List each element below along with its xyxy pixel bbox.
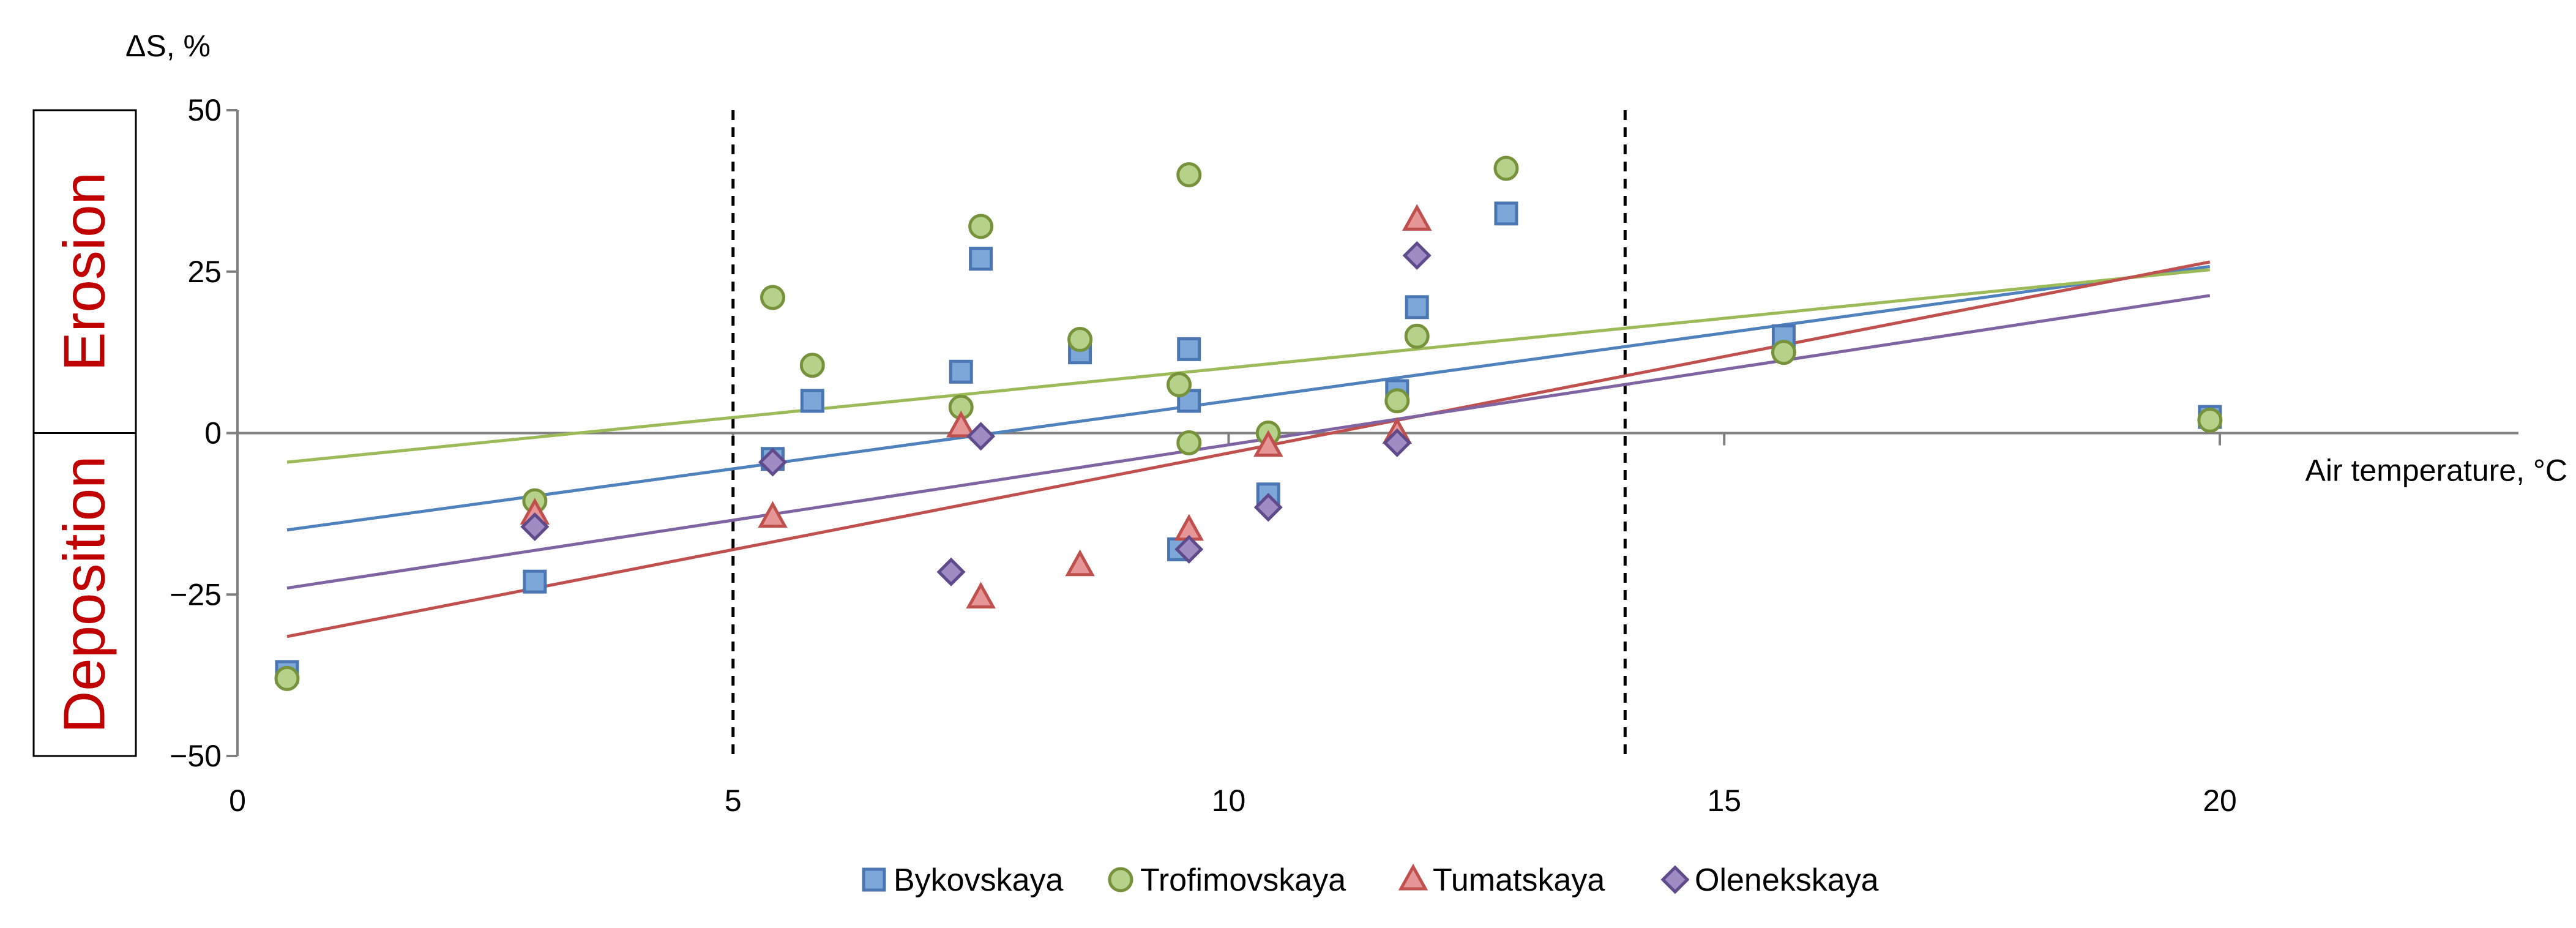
- y-axis-title: ΔS, %: [125, 29, 211, 63]
- point-trofimovskaya: [274, 665, 300, 691]
- legend-item-olenekskaya: Olenekskaya: [1660, 863, 1879, 898]
- point-trofimovskaya: [1167, 372, 1192, 397]
- point-tumatskaya: [1253, 430, 1283, 457]
- legend-item-tumatskaya: Tumatskaya: [1398, 863, 1605, 898]
- legend-item-trofimovskaya: Trofimovskaya: [1108, 863, 1346, 898]
- point-olenekskaya: [1253, 493, 1283, 522]
- point-tumatskaya: [1065, 549, 1095, 577]
- region-boxes: Erosion Deposition: [32, 109, 137, 757]
- trend-line-tumatskaya: [286, 260, 2211, 638]
- point-trofimovskaya: [1067, 327, 1093, 353]
- erosion-label: Erosion: [52, 172, 118, 372]
- point-trofimovskaya: [1176, 430, 1202, 455]
- point-olenekskaya: [758, 447, 788, 477]
- x-tick-label: 5: [725, 784, 742, 818]
- legend-label: Tumatskaya: [1433, 863, 1605, 898]
- point-trofimovskaya: [968, 214, 994, 239]
- data-points: [274, 155, 2223, 691]
- point-trofimovskaya: [1771, 340, 1796, 365]
- point-bykovskaya: [969, 247, 993, 271]
- y-tick-label: 50: [187, 93, 222, 127]
- point-bykovskaya: [949, 359, 973, 384]
- point-bykovskaya: [1405, 295, 1429, 320]
- point-trofimovskaya: [1404, 323, 1430, 349]
- trend-line-bykovskaya: [286, 264, 2211, 532]
- point-tumatskaya: [946, 410, 976, 438]
- legend-marker: [1398, 863, 1428, 891]
- point-olenekskaya: [936, 557, 966, 586]
- point-trofimovskaya: [1176, 162, 1202, 187]
- point-olenekskaya: [1402, 241, 1432, 270]
- point-olenekskaya: [966, 422, 996, 451]
- y-tick-label: 25: [187, 255, 222, 289]
- legend-marker: [1108, 867, 1133, 892]
- legend-item-bykovskaya: Bykovskaya: [862, 863, 1064, 898]
- y-tick-label: −50: [170, 739, 222, 773]
- point-trofimovskaya: [2197, 407, 2223, 433]
- trend-lines: [286, 260, 2211, 638]
- point-trofimovskaya: [799, 353, 825, 378]
- point-olenekskaya: [1174, 534, 1204, 564]
- series-olenekskaya: [520, 241, 1432, 586]
- point-tumatskaya: [1402, 204, 1432, 231]
- point-bykovskaya: [523, 569, 547, 594]
- deposition-box: [32, 432, 137, 757]
- point-tumatskaya: [758, 501, 788, 528]
- point-tumatskaya: [966, 582, 996, 609]
- point-olenekskaya: [1383, 428, 1412, 457]
- x-tick-label: 20: [2203, 784, 2237, 818]
- point-trofimovskaya: [1384, 388, 1410, 414]
- x-tick-label: 15: [1707, 784, 1741, 818]
- series-tumatskaya: [520, 204, 1432, 609]
- deposition-label: Deposition: [52, 455, 118, 733]
- trend-line-trofimovskaya: [286, 268, 2211, 464]
- point-olenekskaya: [520, 512, 550, 542]
- series-trofimovskaya: [274, 155, 2223, 691]
- legend-label: Trofimovskaya: [1140, 863, 1346, 898]
- x-tick-label: 0: [229, 784, 246, 818]
- legend: Bykovskaya Trofimovskaya Tumatskaya Oleneks…: [862, 863, 1879, 898]
- legend-label: Bykovskaya: [894, 863, 1064, 898]
- legend-marker: [1660, 865, 1690, 894]
- trend-line-olenekskaya: [286, 294, 2211, 590]
- axes: −50 −25 0 25 50 ΔS, % 0 5 10 15 20 Air temperature,…: [125, 29, 2567, 818]
- y-tick-label: 0: [204, 416, 222, 451]
- x-axis-title: Air temperature, °C: [2305, 454, 2567, 488]
- y-tick-label: −25: [170, 577, 222, 612]
- point-trofimovskaya: [760, 285, 786, 310]
- point-bykovskaya: [1494, 201, 1518, 226]
- legend-label: Olenekskaya: [1695, 863, 1879, 898]
- point-trofimovskaya: [1493, 155, 1519, 181]
- reference-lines: [731, 110, 1627, 756]
- point-bykovskaya: [800, 389, 824, 413]
- x-tick-label: 10: [1212, 784, 1246, 818]
- point-bykovskaya: [1177, 337, 1201, 361]
- legend-marker: [862, 867, 886, 892]
